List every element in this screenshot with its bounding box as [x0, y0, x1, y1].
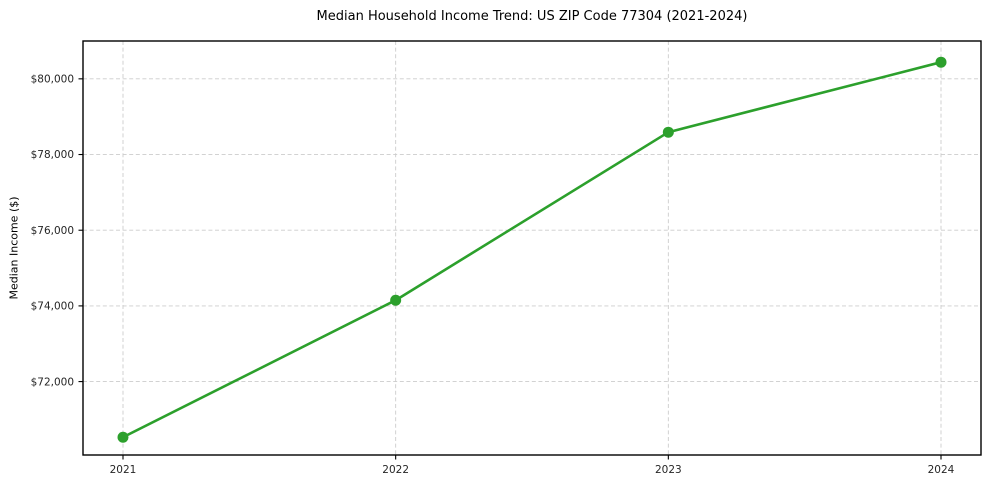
- y-tick-label: $74,000: [31, 301, 74, 313]
- x-tick-label: 2021: [110, 464, 137, 476]
- y-tick-label: $72,000: [31, 376, 74, 388]
- chart-title: Median Household Income Trend: US ZIP Co…: [316, 9, 748, 24]
- data-point-2021: [117, 431, 129, 443]
- data-point-2022: [390, 294, 402, 306]
- trend-line: [121, 60, 943, 439]
- y-tick-label: $80,000: [31, 74, 74, 86]
- data-point-2023: [662, 126, 674, 138]
- y-tick-label: $78,000: [31, 149, 74, 161]
- plot-border: [82, 40, 982, 456]
- data-point-2024: [935, 56, 947, 68]
- x-tick-label: 2022: [382, 464, 409, 476]
- x-tick-label: 2023: [655, 464, 682, 476]
- y-tick-label: $76,000: [31, 225, 74, 237]
- x-tick-label: 2024: [928, 464, 955, 476]
